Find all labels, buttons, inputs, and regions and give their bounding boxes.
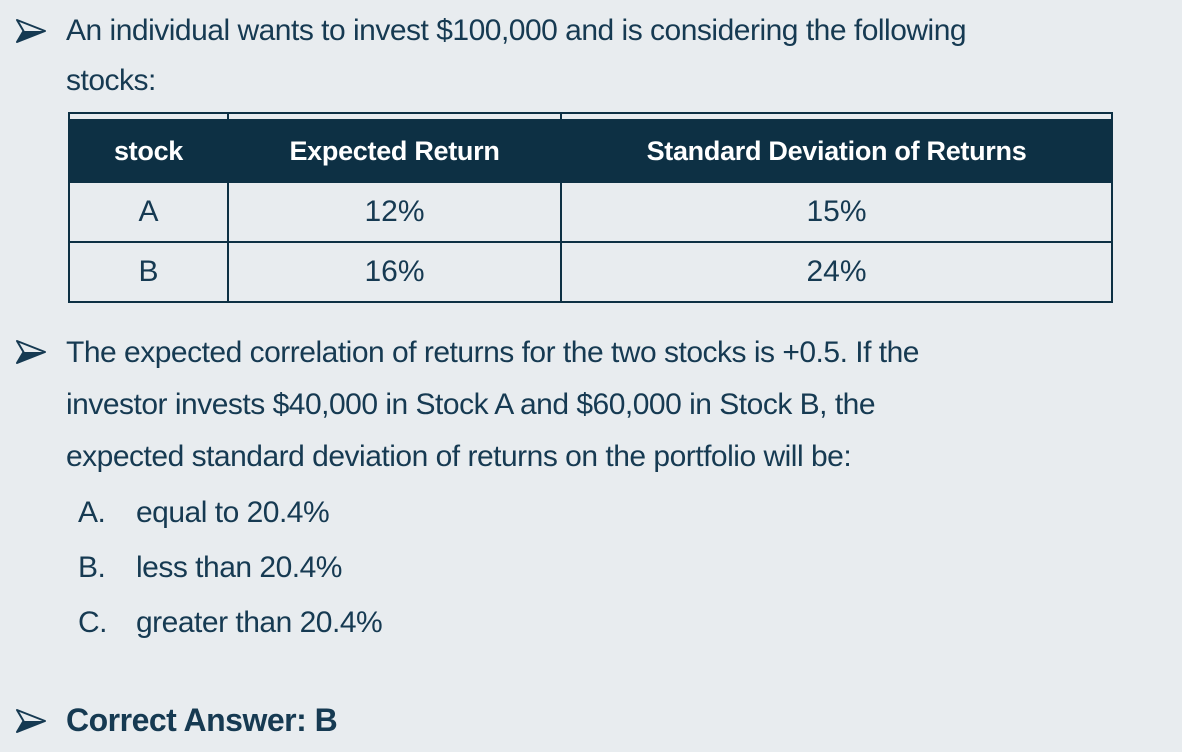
cell-return-b: 16% xyxy=(227,241,562,303)
cell-stock-a: A xyxy=(68,181,229,243)
cell-stddev-a: 15% xyxy=(560,181,1113,243)
option-b-letter: B. xyxy=(78,551,106,584)
stock-table: stock Expected Return Standard Deviation… xyxy=(68,112,1113,303)
slide: An individual wants to invest $100,000 a… xyxy=(0,6,1182,752)
option-b: B. less than 20.4% xyxy=(78,540,1182,595)
table-row-stock-b: B 16% 24% xyxy=(68,241,1113,303)
question-body-text: The expected correlation of returns for … xyxy=(66,336,919,473)
table-row-stock-a: A 12% 15% xyxy=(68,181,1113,243)
cell-stock-b: B xyxy=(68,241,229,303)
option-b-text: less than 20.4% xyxy=(136,551,342,584)
table-top-spacer xyxy=(68,112,1113,120)
option-a: A. equal to 20.4% xyxy=(78,485,1182,540)
option-a-text: equal to 20.4% xyxy=(136,496,330,529)
bullet-question-body: The expected correlation of returns for … xyxy=(0,327,1182,483)
table-spacer-cell xyxy=(68,112,229,120)
col-header-stock: stock xyxy=(68,119,229,183)
correct-answer-text: Correct Answer: B xyxy=(66,702,338,738)
col-header-expected-return: Expected Return xyxy=(227,119,562,183)
table-spacer-cell xyxy=(227,112,562,120)
table-header-row: stock Expected Return Standard Deviation… xyxy=(68,119,1113,183)
cell-return-a: 12% xyxy=(227,181,562,243)
options-list: A. equal to 20.4% B. less than 20.4% C. … xyxy=(78,485,1182,650)
cell-stddev-b: 24% xyxy=(560,241,1113,303)
option-c-letter: C. xyxy=(78,606,108,639)
table-spacer-cell xyxy=(560,112,1113,120)
bullet-correct-answer: Correct Answer: B xyxy=(0,700,1182,740)
bullet-arrow-icon xyxy=(0,6,66,44)
col-header-std-dev: Standard Deviation of Returns xyxy=(560,119,1113,183)
option-a-letter: A. xyxy=(78,496,106,529)
bullet-question-intro: An individual wants to invest $100,000 a… xyxy=(0,6,1182,106)
option-c-text: greater than 20.4% xyxy=(136,606,383,639)
question-intro-text: An individual wants to invest $100,000 a… xyxy=(66,14,967,97)
bullet-arrow-icon xyxy=(0,327,66,365)
bullet-arrow-icon xyxy=(0,700,66,734)
option-c: C. greater than 20.4% xyxy=(78,595,1182,650)
